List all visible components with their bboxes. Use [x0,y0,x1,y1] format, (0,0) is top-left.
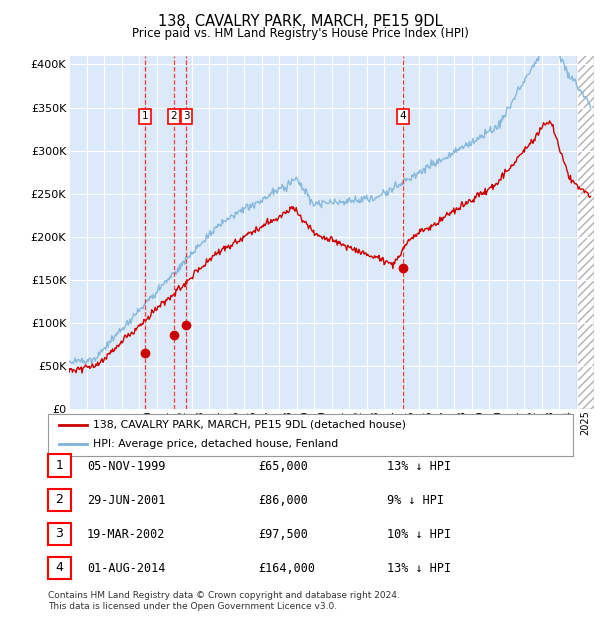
Text: 19-MAR-2002: 19-MAR-2002 [87,528,166,541]
Text: 4: 4 [400,111,406,121]
Text: 1: 1 [142,111,148,121]
Text: 3: 3 [55,528,64,540]
Text: 2: 2 [170,111,177,121]
Text: 138, CAVALRY PARK, MARCH, PE15 9DL: 138, CAVALRY PARK, MARCH, PE15 9DL [158,14,442,29]
Text: HPI: Average price, detached house, Fenland: HPI: Average price, detached house, Fenl… [92,439,338,449]
Text: £97,500: £97,500 [258,528,308,541]
Text: Price paid vs. HM Land Registry's House Price Index (HPI): Price paid vs. HM Land Registry's House … [131,27,469,40]
Text: £164,000: £164,000 [258,562,315,575]
Text: 4: 4 [55,562,64,574]
Text: 29-JUN-2001: 29-JUN-2001 [87,494,166,507]
Text: 138, CAVALRY PARK, MARCH, PE15 9DL (detached house): 138, CAVALRY PARK, MARCH, PE15 9DL (deta… [92,420,406,430]
Text: £65,000: £65,000 [258,460,308,472]
Text: Contains HM Land Registry data © Crown copyright and database right 2024.
This d: Contains HM Land Registry data © Crown c… [48,591,400,611]
Text: 1: 1 [55,459,64,472]
Text: 3: 3 [183,111,190,121]
Text: 13% ↓ HPI: 13% ↓ HPI [387,460,451,472]
Text: 10% ↓ HPI: 10% ↓ HPI [387,528,451,541]
Text: 2: 2 [55,494,64,506]
Text: 01-AUG-2014: 01-AUG-2014 [87,562,166,575]
Text: 05-NOV-1999: 05-NOV-1999 [87,460,166,472]
Text: 13% ↓ HPI: 13% ↓ HPI [387,562,451,575]
Text: 9% ↓ HPI: 9% ↓ HPI [387,494,444,507]
Text: £86,000: £86,000 [258,494,308,507]
